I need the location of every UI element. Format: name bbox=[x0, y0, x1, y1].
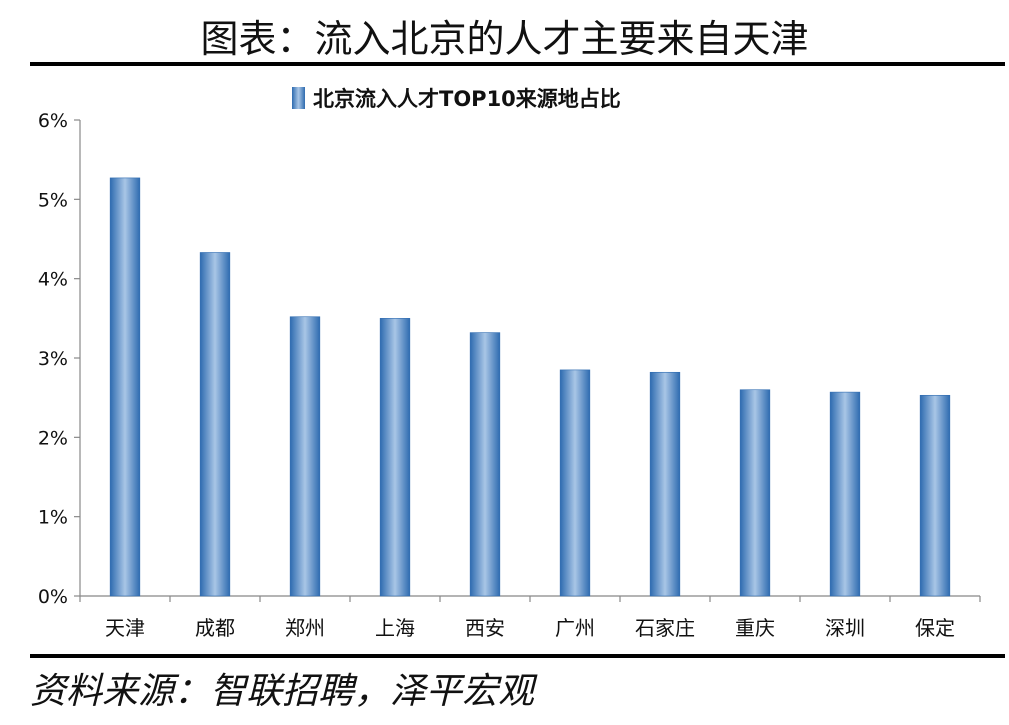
bar bbox=[559, 369, 591, 597]
y-tick-label: 6% bbox=[38, 110, 68, 132]
bar bbox=[199, 252, 231, 597]
y-tick-label: 5% bbox=[38, 189, 68, 211]
y-tick-label: 4% bbox=[38, 269, 68, 291]
legend-label: 北京流入人才TOP10来源地占比 bbox=[313, 87, 621, 111]
top-rule bbox=[30, 62, 1005, 66]
y-tick-label: 0% bbox=[38, 586, 68, 608]
y-tick-label: 2% bbox=[38, 427, 68, 449]
x-tick-label: 石家庄 bbox=[635, 616, 695, 640]
y-tick-label: 1% bbox=[38, 507, 68, 529]
x-tick-label: 重庆 bbox=[735, 616, 775, 640]
legend-swatch bbox=[292, 87, 305, 109]
x-axis: 天津 成都 郑州 上海 西安 广州 石家庄 重庆 深圳 保定 bbox=[79, 595, 981, 640]
x-tick-label: 郑州 bbox=[285, 616, 325, 640]
bar bbox=[379, 318, 411, 597]
bar bbox=[739, 389, 771, 597]
x-tick-label: 保定 bbox=[915, 616, 955, 640]
x-tick-label: 成都 bbox=[195, 616, 235, 640]
bar-series bbox=[109, 177, 951, 597]
x-tick-label: 深圳 bbox=[825, 616, 865, 640]
figure-title: 图表：流入北京的人才主要来自天津 bbox=[200, 17, 809, 61]
bar bbox=[289, 316, 321, 597]
x-tick-label: 天津 bbox=[105, 616, 145, 640]
bar bbox=[469, 332, 501, 597]
x-tick-label: 广州 bbox=[555, 616, 595, 640]
chart-legend: 北京流入人才TOP10来源地占比 bbox=[292, 87, 621, 111]
x-tick-label: 上海 bbox=[375, 616, 415, 640]
bar bbox=[829, 391, 861, 597]
bar bbox=[649, 371, 681, 597]
bar-chart: 北京流入人才TOP10来源地占比 0% 1% 2% 3% 4% 5% 6% 天津 成都 郑州 上海… bbox=[38, 87, 981, 640]
bar bbox=[109, 177, 141, 597]
y-axis: 0% 1% 2% 3% 4% 5% 6% bbox=[38, 110, 81, 608]
y-tick-label: 3% bbox=[38, 348, 68, 370]
x-tick-label: 西安 bbox=[465, 616, 505, 640]
figure-source: 资料来源：智联招聘，泽平宏观 bbox=[30, 671, 535, 712]
bar bbox=[919, 394, 951, 597]
bottom-rule bbox=[30, 654, 1005, 658]
